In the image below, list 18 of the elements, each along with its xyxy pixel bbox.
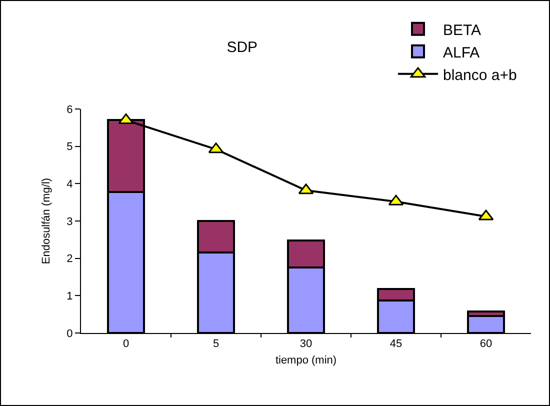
legend-label: BETA	[443, 22, 482, 39]
y-tick-label: 6	[66, 104, 73, 116]
y-tick-label: 2	[66, 253, 73, 266]
x-tick-label: 0	[122, 338, 130, 350]
x-tick-label: 5	[212, 338, 220, 350]
chart-title: SDP	[226, 38, 258, 56]
x-tick-label: 45	[390, 338, 402, 350]
x-tick-label: 30	[300, 338, 312, 350]
y-tick-label: 4	[66, 178, 73, 191]
legend-label: blanco a+b	[443, 66, 517, 84]
x-tick-label: 60	[480, 338, 492, 350]
x-axis-title: tiempo (min)	[275, 354, 337, 366]
y-tick-label: 1	[66, 290, 73, 303]
y-axis-title: Endosulfán (mg/l)	[40, 178, 52, 264]
legend-label: ALFA	[443, 44, 480, 62]
y-tick-label: 5	[66, 141, 73, 154]
y-tick-label: 0	[66, 328, 73, 340]
y-tick-label: 3	[66, 216, 73, 228]
